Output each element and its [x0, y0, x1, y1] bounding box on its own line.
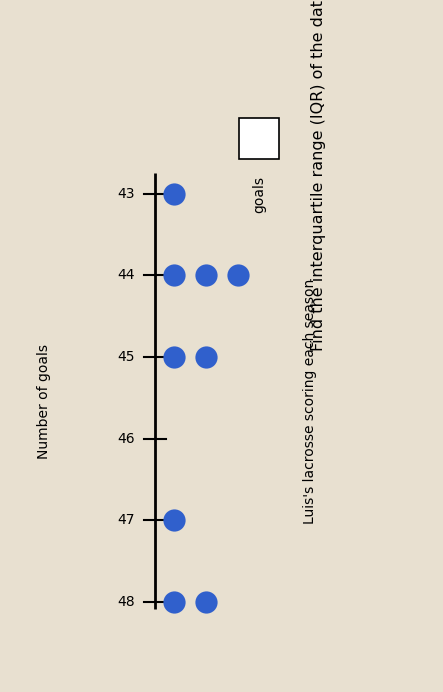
Text: Luis's lacrosse scoring each season: Luis's lacrosse scoring each season: [303, 279, 317, 524]
Text: 43: 43: [117, 187, 135, 201]
Text: 47: 47: [117, 513, 135, 527]
Text: 46: 46: [117, 432, 135, 446]
Text: 45: 45: [117, 350, 135, 364]
Text: 44: 44: [117, 268, 135, 282]
Bar: [239, 118, 279, 159]
Text: Find the interquartile range (IQR) of the data in the dot plot below.: Find the interquartile range (IQR) of th…: [311, 0, 326, 351]
Text: 48: 48: [117, 595, 135, 609]
Text: goals: goals: [252, 176, 266, 213]
Text: Number of goals: Number of goals: [37, 344, 51, 459]
